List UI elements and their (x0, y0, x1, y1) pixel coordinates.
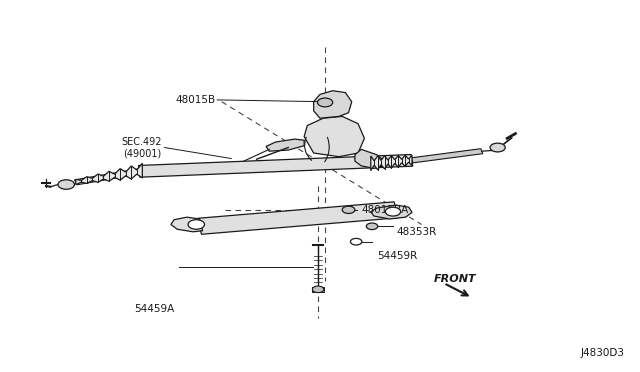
Polygon shape (76, 163, 142, 185)
Circle shape (490, 143, 505, 152)
Text: 48015B: 48015B (175, 95, 215, 105)
Text: J4830D3: J4830D3 (580, 348, 625, 358)
Circle shape (342, 206, 355, 214)
Polygon shape (371, 205, 412, 219)
Circle shape (58, 180, 74, 189)
Text: 48015BA: 48015BA (361, 205, 408, 215)
Polygon shape (314, 91, 352, 118)
Circle shape (385, 207, 401, 216)
Circle shape (312, 286, 324, 293)
Polygon shape (371, 155, 412, 171)
Polygon shape (198, 202, 398, 234)
Circle shape (351, 238, 362, 245)
Polygon shape (138, 154, 413, 177)
Polygon shape (171, 217, 203, 232)
Text: 54459A: 54459A (134, 304, 174, 314)
Text: SEC.492
(49001): SEC.492 (49001) (121, 137, 161, 158)
Circle shape (188, 220, 205, 229)
Polygon shape (304, 116, 364, 157)
Polygon shape (266, 139, 304, 151)
Polygon shape (74, 169, 140, 185)
Circle shape (366, 223, 378, 230)
Text: 48353R: 48353R (396, 227, 436, 237)
Polygon shape (411, 149, 483, 163)
Polygon shape (312, 287, 324, 292)
Circle shape (317, 98, 333, 107)
Polygon shape (355, 149, 383, 169)
Text: 54459R: 54459R (377, 251, 417, 261)
Text: FRONT: FRONT (434, 275, 477, 285)
